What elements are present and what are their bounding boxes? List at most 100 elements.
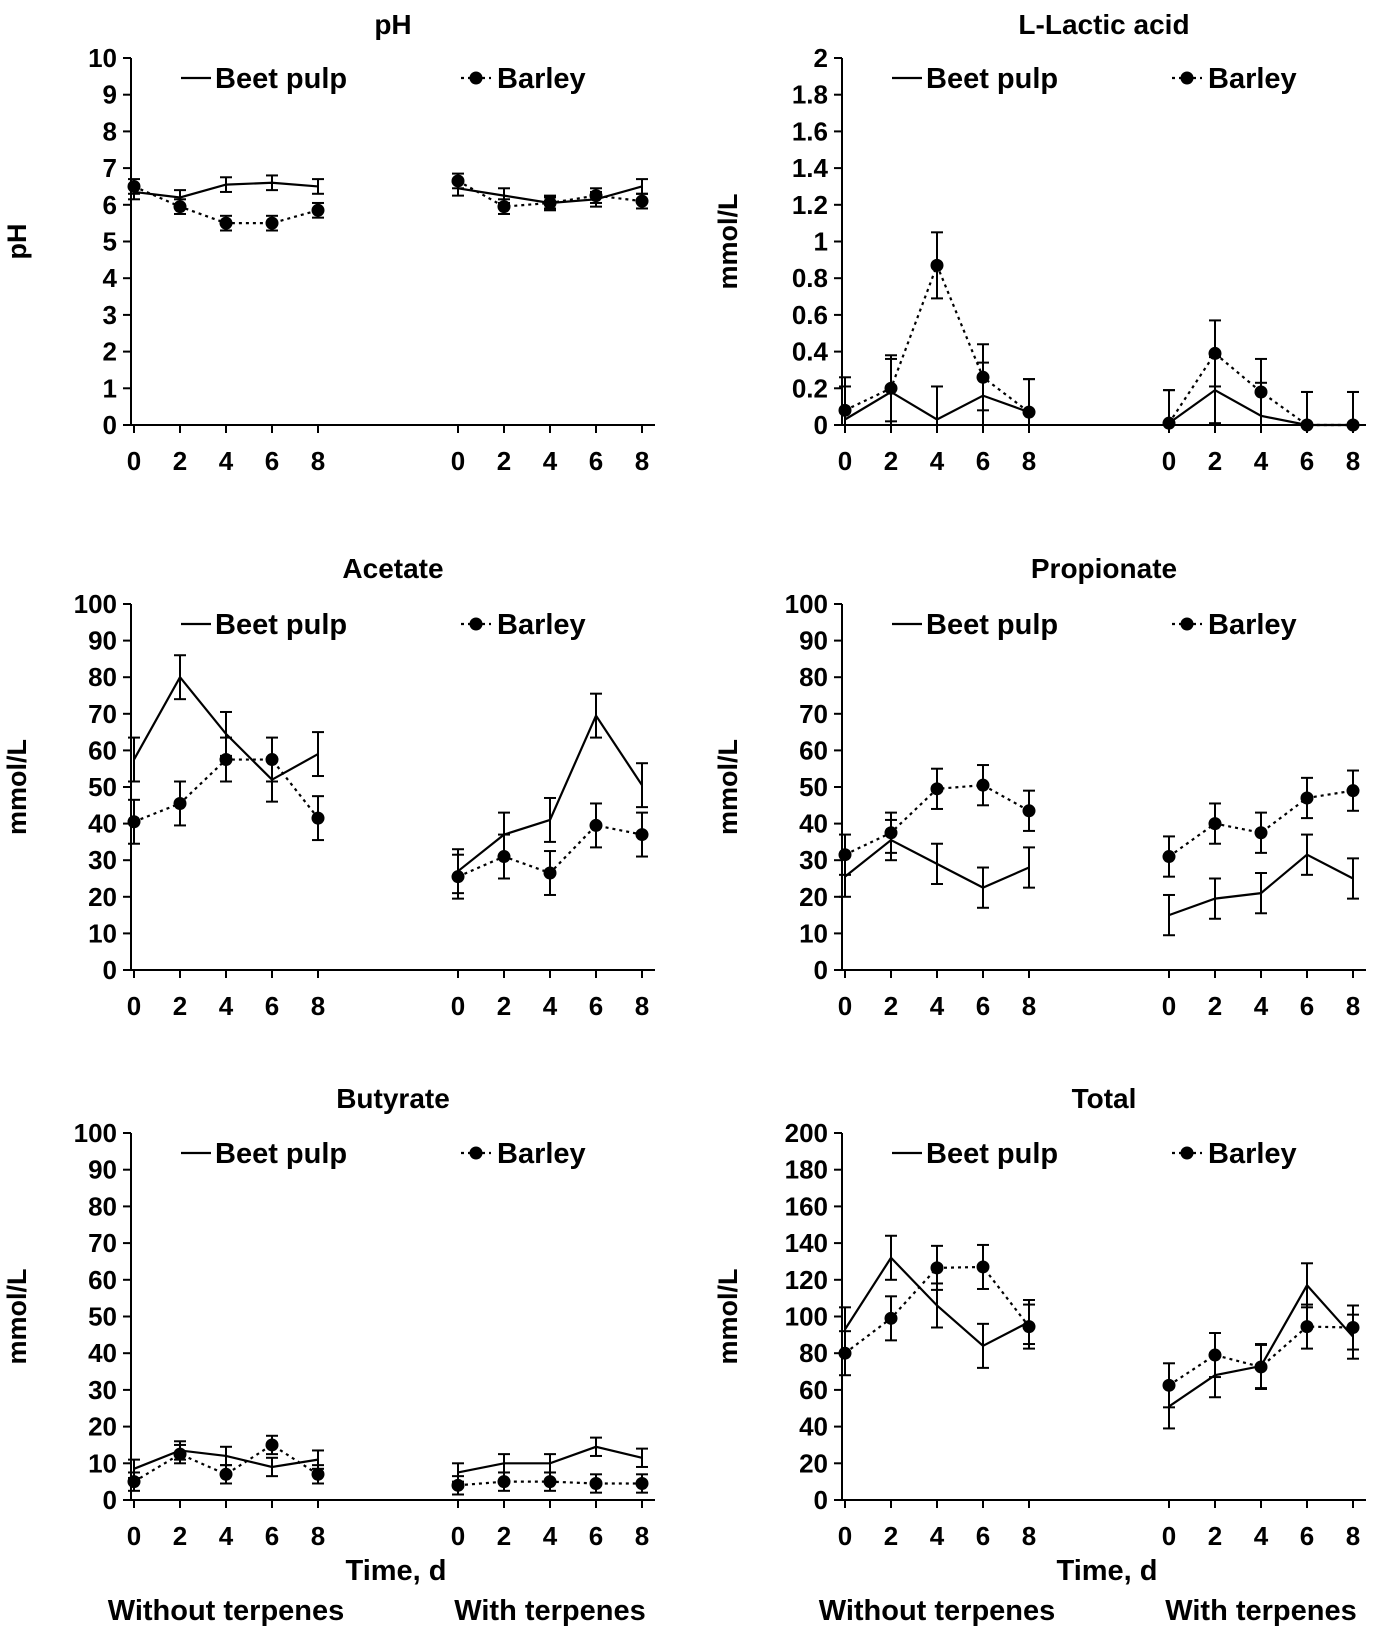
series-barley <box>127 172 649 232</box>
legend-label: Beet pulp <box>926 1138 1058 1170</box>
data-point <box>930 258 944 272</box>
condition-label-with-terpenes: With terpenes <box>454 1595 646 1627</box>
data-point <box>1162 416 1176 430</box>
y-tick-label: 1.2 <box>792 190 828 220</box>
y-axis-label: pH <box>2 224 32 260</box>
x-tick-label: 0 <box>1162 991 1176 1021</box>
data-point <box>589 1476 603 1490</box>
x-tick-label: 0 <box>838 1521 852 1551</box>
data-point <box>976 778 990 792</box>
series-beet-pulp <box>128 654 648 895</box>
legend-label: Barley <box>497 609 586 641</box>
y-tick-label: 40 <box>799 809 828 839</box>
data-point <box>1162 1378 1176 1392</box>
data-point <box>838 1346 852 1360</box>
x-tick-label: 2 <box>173 1521 187 1551</box>
data-point <box>884 381 898 395</box>
data-point <box>497 850 511 864</box>
data-point <box>838 848 852 862</box>
data-point <box>635 828 649 842</box>
data-point <box>219 216 233 230</box>
y-tick-label: 100 <box>74 589 117 619</box>
condition-label-with-terpenes: With terpenes <box>1165 1595 1357 1627</box>
series-barley <box>838 231 1360 432</box>
y-tick-label: 0 <box>814 1485 828 1515</box>
y-tick-label: 0 <box>103 410 117 440</box>
y-tick-label: 70 <box>799 699 828 729</box>
x-tick-label: 2 <box>884 1521 898 1551</box>
y-tick-label: 160 <box>785 1191 828 1221</box>
data-point <box>1300 791 1314 805</box>
y-tick-label: 90 <box>88 1155 117 1185</box>
y-tick-label: 30 <box>88 845 117 875</box>
legend-label: Beet pulp <box>926 609 1058 641</box>
y-tick-label: 180 <box>785 1155 828 1185</box>
chart-panel-l-lactic-acid: L-Lactic acid mmol/L 0 0.2 0.4 0.6 0.8 1 1.2 1.4 1… <box>713 9 1366 476</box>
y-axis-label: mmol/L <box>713 1268 743 1364</box>
legend-label: Beet pulp <box>926 63 1058 95</box>
y-tick-label: 90 <box>799 626 828 656</box>
y-tick-label: 60 <box>799 1375 828 1405</box>
y-tick-label: 0 <box>814 955 828 985</box>
y-tick-label: 10 <box>88 43 117 73</box>
y-tick-label: 1 <box>814 227 828 257</box>
chart-title: Butyrate <box>336 1083 450 1114</box>
series-beet-pulp <box>839 1234 1359 1430</box>
y-tick-label: 2 <box>814 43 828 73</box>
data-point <box>976 1260 990 1274</box>
y-tick-label: 20 <box>799 1448 828 1478</box>
y-tick-label: 80 <box>88 1191 117 1221</box>
x-tick-label: 4 <box>930 991 945 1021</box>
x-tick-label: 8 <box>1346 991 1360 1021</box>
x-tick-label: 4 <box>1254 1521 1269 1551</box>
y-tick-label: 100 <box>785 1302 828 1332</box>
chart-panel-ph: pH pH 0 1 2 3 4 5 6 7 8 9 10 0 2 4 6 8 0 2 4 6 8 Beet pulp Barle… <box>2 9 655 476</box>
y-tick-label: 1.8 <box>792 80 828 110</box>
x-tick-label: 4 <box>1254 446 1269 476</box>
y-tick-label: 50 <box>88 1302 117 1332</box>
y-tick-label: 0.6 <box>792 300 828 330</box>
y-tick-label: 80 <box>88 662 117 692</box>
data-point <box>1254 1360 1268 1374</box>
x-tick-label: 0 <box>127 446 141 476</box>
x-tick-label: 2 <box>173 991 187 1021</box>
y-tick-label: 40 <box>88 809 117 839</box>
data-point <box>1022 1320 1036 1334</box>
y-tick-label: 80 <box>799 1338 828 1368</box>
data-point <box>1254 826 1268 840</box>
data-point <box>311 1467 325 1481</box>
series-beet-pulp <box>128 1436 648 1483</box>
x-tick-label: 8 <box>1022 1521 1036 1551</box>
data-point <box>265 216 279 230</box>
data-point <box>127 1475 141 1489</box>
x-tick-label: 2 <box>1208 446 1222 476</box>
x-tick-label: 0 <box>838 991 852 1021</box>
data-point <box>1208 346 1222 360</box>
series-line <box>1168 789 1354 858</box>
x-tick-label: 4 <box>219 1521 234 1551</box>
y-tick-label: 6 <box>103 190 117 220</box>
data-point <box>497 1475 511 1489</box>
y-tick-label: 140 <box>785 1228 828 1258</box>
y-tick-label: 1 <box>103 373 117 403</box>
data-point <box>1022 804 1036 818</box>
legend: Beet pulp Barley <box>892 1138 1297 1170</box>
x-tick-label: 0 <box>127 991 141 1021</box>
y-tick-label: 50 <box>799 772 828 802</box>
legend: Beet pulp Barley <box>892 609 1297 641</box>
x-tick-label: 4 <box>1254 991 1269 1021</box>
x-tick-label: 0 <box>451 991 465 1021</box>
x-tick-label: 8 <box>1022 446 1036 476</box>
x-tick-label: 2 <box>497 446 511 476</box>
x-tick-label: 8 <box>1022 991 1036 1021</box>
y-axis-label: mmol/L <box>713 193 743 289</box>
series-barley <box>838 1243 1360 1409</box>
y-tick-label: 20 <box>88 882 117 912</box>
x-tick-label: 0 <box>1162 1521 1176 1551</box>
y-tick-label: 60 <box>799 735 828 765</box>
y-tick-label: 10 <box>799 918 828 948</box>
series-line <box>1168 1325 1354 1387</box>
data-point <box>219 1467 233 1481</box>
